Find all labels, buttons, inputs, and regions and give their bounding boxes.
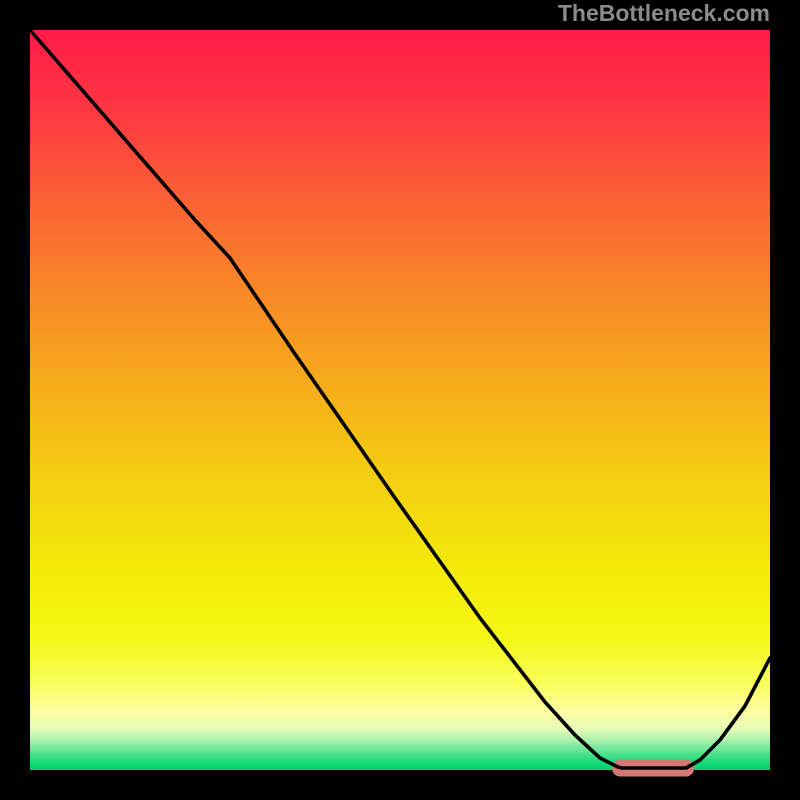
watermark-text: TheBottleneck.com xyxy=(558,0,770,26)
bottleneck-chart: TheBottleneck.com xyxy=(0,0,800,800)
plot-area xyxy=(30,30,770,770)
chart-container: TheBottleneck.com xyxy=(0,0,800,800)
